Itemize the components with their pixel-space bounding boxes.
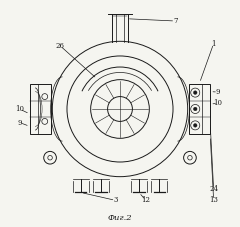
Text: 12: 12 [141,196,150,204]
Bar [30,84,51,134]
Text: 9: 9 [17,118,22,126]
Circle shape [193,107,197,111]
Bar [189,84,210,134]
Circle shape [193,123,197,127]
Text: 26: 26 [56,42,65,50]
Text: 10: 10 [214,99,223,107]
Circle shape [193,91,197,94]
Text: Фиг.2: Фиг.2 [108,214,132,222]
Text: 9: 9 [216,88,220,96]
Text: 10: 10 [15,105,24,113]
Text: 24: 24 [209,185,218,193]
Text: 3: 3 [113,196,118,204]
Text: 1: 1 [211,39,216,48]
Text: 7: 7 [173,17,178,25]
Text: 13: 13 [209,196,218,204]
